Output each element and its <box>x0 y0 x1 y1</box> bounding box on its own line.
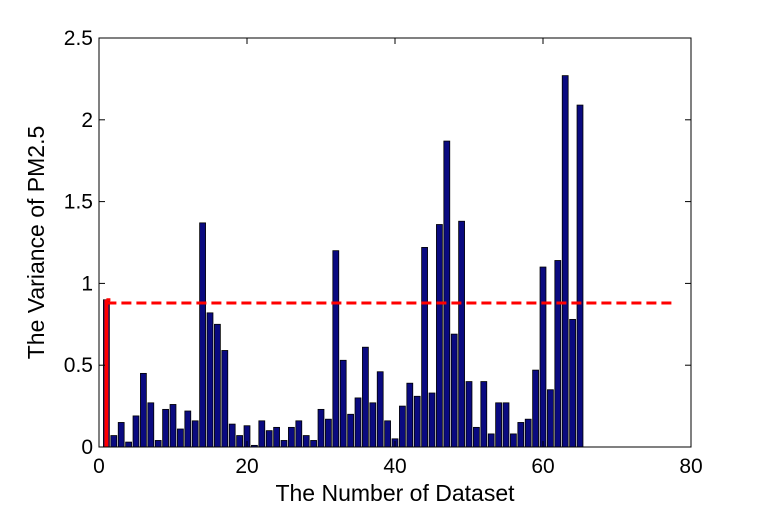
bar <box>325 418 332 448</box>
bar <box>465 381 473 448</box>
bar <box>576 104 584 448</box>
bar <box>273 426 280 448</box>
x-tick-label: 20 <box>235 455 258 478</box>
axis-tick-labels: 0 20 40 60 80 0 0.5 1 1.5 2 2.5 <box>64 27 703 478</box>
bar <box>554 260 562 448</box>
bar <box>140 372 147 448</box>
bar <box>421 247 428 448</box>
bar <box>443 140 451 448</box>
bar <box>487 433 495 448</box>
bar <box>317 408 325 448</box>
x-tick-label: 80 <box>679 455 702 478</box>
bar <box>310 440 317 448</box>
bar <box>236 435 243 448</box>
y-tick-label: 1.5 <box>64 191 93 214</box>
bar <box>110 435 118 448</box>
bar <box>413 395 421 448</box>
x-tick-label: 0 <box>93 455 105 478</box>
bar <box>265 430 273 448</box>
bar <box>184 410 192 448</box>
bar <box>214 323 221 448</box>
bar <box>524 418 532 448</box>
bar <box>177 428 184 448</box>
bar <box>532 369 539 448</box>
bar <box>154 440 162 448</box>
bar <box>354 397 362 448</box>
y-tick-label: 0 <box>81 436 93 459</box>
bar <box>258 420 266 448</box>
x-tick-label: 60 <box>531 455 554 478</box>
bar <box>561 75 569 448</box>
bar <box>362 346 369 448</box>
bar <box>347 413 354 448</box>
y-tick-label: 2 <box>81 109 93 132</box>
bar <box>376 371 384 448</box>
x-tick-label: 40 <box>383 455 406 478</box>
bar <box>384 420 391 448</box>
y-tick-label: 1 <box>81 272 93 295</box>
bar <box>473 426 480 448</box>
bar <box>332 250 340 448</box>
bar <box>199 222 206 448</box>
bar <box>495 402 502 448</box>
bar <box>369 402 377 448</box>
x-axis-label: The Number of Dataset <box>275 480 515 506</box>
bar <box>191 420 199 448</box>
bar <box>339 359 347 448</box>
bar <box>125 441 132 448</box>
bar <box>399 405 406 448</box>
bar <box>221 350 229 448</box>
bar <box>288 426 295 448</box>
axis-ticks <box>98 37 692 448</box>
y-axis-label: The Variance of PM2.5 <box>23 126 49 360</box>
bar <box>450 333 458 448</box>
bar <box>458 220 465 448</box>
bar <box>228 423 236 448</box>
bar <box>406 382 414 448</box>
overlay-lines <box>104 298 677 447</box>
bar <box>295 420 303 448</box>
bar <box>510 433 517 448</box>
bar <box>517 422 525 448</box>
bar <box>428 392 436 448</box>
bar <box>302 435 310 448</box>
bar <box>436 224 443 448</box>
y-tick-label: 2.5 <box>64 27 93 50</box>
bar <box>480 381 488 448</box>
bar <box>147 402 155 448</box>
bar <box>162 408 169 448</box>
bar <box>502 402 510 448</box>
bar <box>569 318 576 448</box>
bar <box>117 422 125 448</box>
bar <box>280 440 288 448</box>
y-tick-label: 0.5 <box>64 354 93 377</box>
bar <box>169 404 177 448</box>
bar <box>539 266 547 448</box>
bar <box>206 312 214 448</box>
bar <box>547 389 554 448</box>
bar <box>132 415 140 448</box>
